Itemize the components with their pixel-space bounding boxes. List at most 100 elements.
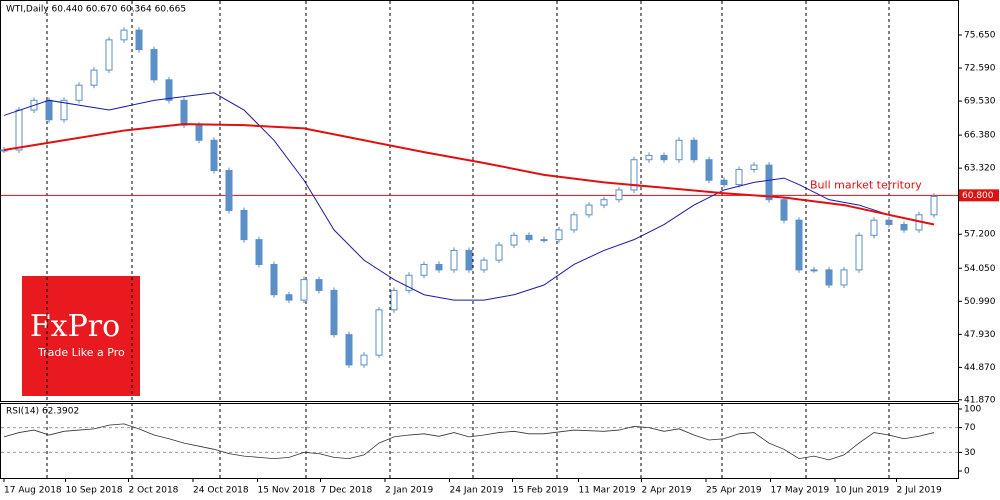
candle (675, 139, 683, 161)
candle (465, 249, 473, 271)
y-tick-label: 54.050 (964, 264, 996, 274)
candle (240, 209, 248, 241)
candle (15, 109, 23, 151)
candle (195, 124, 203, 141)
logo-box (22, 276, 140, 396)
candle (885, 219, 893, 226)
candle (795, 219, 803, 271)
candle (390, 289, 398, 311)
candle (330, 289, 338, 336)
y-tick-label: 72.590 (964, 64, 996, 74)
candle (780, 199, 788, 221)
candle (255, 239, 263, 265)
candle (360, 354, 368, 366)
candle (405, 274, 413, 291)
candle (900, 224, 908, 231)
candle (345, 334, 353, 366)
rsi-title: RSI(14) 62.3902 (6, 407, 79, 417)
x-tick-label: 17 Aug 2018 (4, 486, 62, 496)
candle (480, 259, 488, 271)
y-tick-label: 75.650 (964, 30, 996, 40)
candle (45, 99, 53, 121)
candle (210, 139, 218, 172)
candle (135, 29, 143, 51)
candle (570, 214, 578, 231)
candle (435, 263, 443, 271)
candle (555, 229, 563, 241)
x-tick-label: 15 Nov 2018 (258, 486, 316, 496)
candle (930, 195, 938, 216)
candle (810, 269, 818, 272)
x-tick-label: 2 Apr 2019 (642, 486, 692, 496)
y-tick-label: 69.530 (964, 97, 996, 107)
candle (630, 159, 638, 191)
x-tick-label: 25 Apr 2019 (706, 486, 762, 496)
candle (870, 219, 878, 236)
candle (75, 84, 83, 101)
candle (180, 99, 188, 126)
candle (660, 154, 668, 161)
main-panel (0, 0, 959, 402)
candle (840, 269, 848, 286)
candle (420, 263, 428, 276)
candle (90, 69, 98, 86)
x-tick-label: 7 Dec 2018 (321, 486, 373, 496)
candle (60, 99, 68, 121)
x-tick-label: 2 Jan 2019 (385, 486, 433, 496)
rsi-tick-label: 30 (964, 448, 976, 458)
level-label: 60.800 (962, 191, 994, 201)
y-tick-label: 50.990 (964, 297, 996, 307)
candle (270, 263, 278, 296)
x-tick-label: 2 Jul 2019 (897, 486, 942, 496)
candle (300, 279, 308, 301)
x-tick-label: 2 Oct 2018 (129, 486, 179, 496)
candle (525, 234, 533, 241)
rsi-tick-label: 0 (964, 467, 970, 477)
y-tick-label: 66.380 (964, 131, 996, 141)
candle (495, 244, 503, 261)
candle (150, 49, 158, 81)
candle (765, 164, 773, 201)
logo-name: FxPro (30, 309, 120, 344)
candle (615, 189, 623, 201)
candle (375, 309, 383, 356)
candle (720, 179, 728, 186)
annotation: Bull market territory (810, 178, 922, 191)
x-tick-label: 24 Oct 2018 (193, 486, 249, 496)
candle (225, 170, 233, 211)
x-tick-label: 10 Jun 2019 (835, 486, 889, 496)
candle (450, 249, 458, 271)
x-tick-label: 15 Feb 2019 (513, 486, 569, 496)
logo-tagline: Trade Like a Pro (37, 346, 125, 359)
x-tick-label: 11 Mar 2019 (579, 486, 636, 496)
candle (540, 239, 548, 242)
level-label-box (959, 189, 999, 202)
x-tick-label: 17 May 2019 (771, 486, 830, 496)
candle (690, 139, 698, 161)
x-tick-label: 24 Jan 2019 (450, 486, 504, 496)
candle (705, 159, 713, 181)
y-tick-label: 47.930 (964, 330, 996, 340)
candle (855, 234, 863, 271)
candle (285, 294, 293, 301)
rsi-tick-label: 100 (964, 405, 981, 415)
candle (105, 39, 113, 71)
x-tick-label: 10 Sep 2018 (66, 486, 123, 496)
candle (315, 279, 323, 291)
rsi-tick-label: 70 (964, 423, 976, 433)
y-tick-label: 63.320 (964, 164, 996, 174)
rsi-panel (0, 403, 959, 479)
rsi-line (3, 423, 935, 461)
candle (735, 168, 743, 186)
y-tick-label: 57.200 (964, 230, 996, 240)
y-tick-label: 41.870 (964, 395, 996, 405)
moving-average (3, 92, 935, 301)
candle (165, 79, 173, 101)
chart-title: WTI,Daily 60.440 60.670 60.364 60.665 (6, 5, 186, 15)
moving-average (3, 123, 935, 226)
y-tick-label: 44.870 (964, 363, 996, 373)
candle (600, 199, 608, 206)
candle (120, 29, 128, 41)
candle (750, 164, 758, 170)
